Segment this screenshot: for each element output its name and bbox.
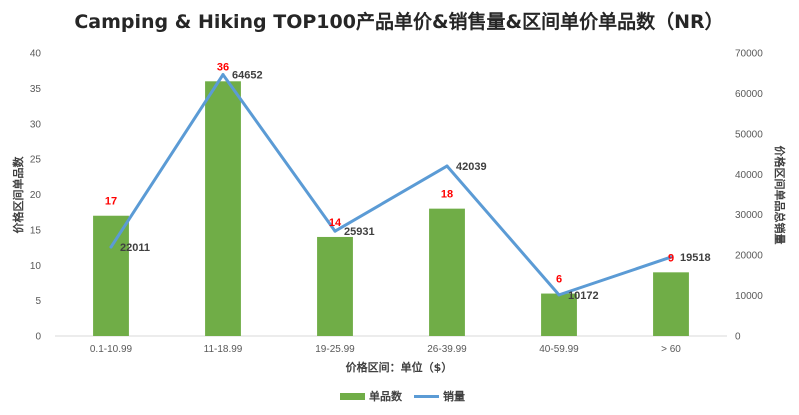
- legend-swatch-bars: [340, 393, 365, 400]
- x-axis: 0.1-10.99 11-18.99 19-25.99 26-39.99 40-59.9…: [55, 335, 727, 355]
- legend: 单品数 销量: [340, 389, 465, 403]
- y2-tick-label: 30000: [735, 210, 763, 221]
- x-tick-label: 11-18.99: [204, 344, 243, 355]
- bar-value-label: 6: [556, 274, 562, 286]
- line-point: [109, 245, 113, 249]
- line-value-label: 19518: [680, 252, 711, 264]
- y-tick-label: 40: [30, 49, 42, 60]
- y-tick-label: 35: [30, 84, 42, 95]
- x-tick-label: > 60: [661, 344, 681, 355]
- y2-axis-title: 价格区间单品总销量: [773, 146, 787, 245]
- left-axis: 0 5 10 15 20 25 30 35 40: [30, 49, 42, 343]
- y2-tick-label: 10000: [735, 291, 763, 302]
- legend-label-bars: 单品数: [369, 389, 403, 403]
- bar: [317, 236, 353, 336]
- bar: [93, 215, 129, 336]
- line-point: [557, 293, 561, 297]
- x-axis-title: 价格区间：单位（$）: [346, 360, 453, 374]
- line-value-label: 64652: [232, 70, 263, 82]
- bar-value-label: 17: [105, 196, 117, 208]
- x-tick-label: 40-59.99: [539, 344, 579, 355]
- legend-label-line: 销量: [443, 389, 465, 403]
- y-tick-label: 0: [35, 332, 41, 343]
- x-tick-label: 0.1-10.99: [90, 344, 133, 355]
- line-value-label: 10172: [568, 290, 599, 302]
- y2-tick-label: 50000: [735, 129, 763, 140]
- line-point: [445, 164, 449, 168]
- bar-value-label: 36: [217, 61, 229, 73]
- bar: [541, 293, 577, 336]
- line-point: [333, 229, 337, 233]
- line-value-label: 25931: [344, 226, 375, 238]
- right-axis: 0 10000 20000 30000 40000 50000 60000 70000: [735, 49, 763, 343]
- y2-tick-label: 20000: [735, 251, 763, 262]
- y-tick-label: 15: [30, 225, 42, 236]
- y-tick-label: 5: [35, 296, 41, 307]
- y-axis-title: 价格区间单品数: [11, 156, 25, 234]
- bar-series: [93, 81, 689, 336]
- bar-value-label: 14: [329, 217, 342, 229]
- bar: [205, 81, 241, 336]
- y2-tick-label: 40000: [735, 170, 763, 181]
- line-value-label: 22011: [120, 242, 150, 254]
- y-tick-label: 20: [30, 190, 42, 201]
- line-series: [109, 73, 673, 297]
- line-point: [669, 255, 673, 259]
- y2-tick-label: 70000: [735, 49, 763, 60]
- y-tick-label: 25: [30, 155, 42, 166]
- y2-tick-label: 60000: [735, 89, 763, 100]
- bar-value-label: 9: [668, 252, 674, 264]
- bar: [653, 272, 689, 336]
- bar-value-label: 18: [441, 189, 453, 201]
- data-labels: 17 36 14 18 6 9 22011 64652 25931 42039 10172 19518: [105, 61, 711, 302]
- bar: [429, 208, 465, 336]
- chart-title: Camping & Hiking TOP100产品单价&销售量&区间单价单品数（…: [74, 10, 723, 33]
- line-value-label: 42039: [456, 161, 487, 173]
- sales-line: [109, 73, 673, 297]
- x-tick-label: 19-25.99: [315, 344, 355, 355]
- y-tick-label: 30: [30, 119, 42, 130]
- y-tick-label: 10: [30, 261, 42, 272]
- y2-tick-label: 0: [735, 332, 741, 343]
- x-tick-label: 26-39.99: [427, 344, 467, 355]
- line-point: [221, 73, 225, 77]
